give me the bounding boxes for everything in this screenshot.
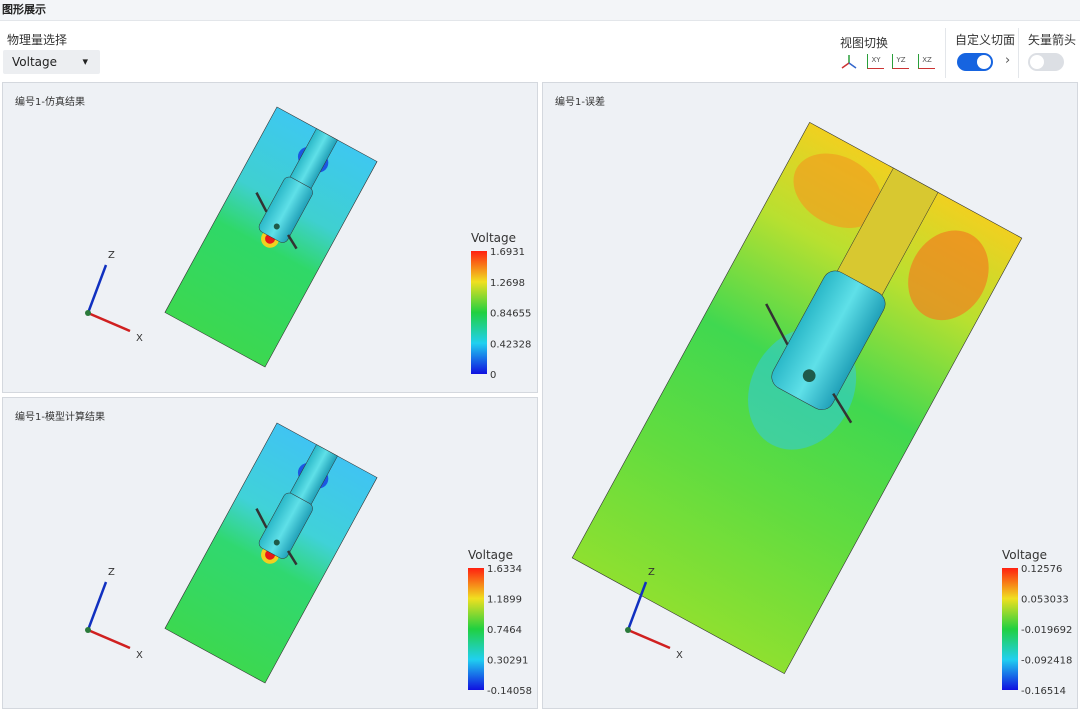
view-xy-button[interactable]: XY bbox=[867, 54, 884, 69]
x-axis bbox=[627, 628, 671, 650]
quantity-label: 物理量选择 bbox=[7, 33, 68, 47]
hot-zone bbox=[908, 230, 989, 321]
legend-tick-label: -0.16514 bbox=[1021, 686, 1066, 697]
pin bbox=[832, 392, 853, 424]
origin bbox=[85, 627, 91, 633]
scene bbox=[164, 106, 378, 368]
custom-section-label: 自定义切面 bbox=[955, 33, 1016, 47]
separator bbox=[945, 28, 946, 78]
legend-tick-label: -0.14058 bbox=[487, 686, 532, 697]
legend-tick-label: 1.1899 bbox=[487, 595, 522, 606]
origin bbox=[625, 627, 631, 633]
z-axis bbox=[86, 264, 108, 314]
axis-label-x: X bbox=[136, 333, 143, 344]
render: Z X Voltage 1.6334 1.1899 0.7464 0.30291 -0.140… bbox=[85, 422, 532, 697]
axis-label-z: Z bbox=[108, 250, 115, 261]
legend-tick-label: 0 bbox=[490, 370, 496, 381]
axis-label-x: X bbox=[676, 650, 683, 661]
chevron[interactable]: › bbox=[1005, 53, 1011, 68]
hot-zone bbox=[793, 153, 882, 228]
view-switch-label: 视图切换 bbox=[840, 36, 889, 50]
cylinder bbox=[771, 270, 886, 410]
axis-label-x: X bbox=[136, 650, 143, 661]
legend-tick-label: 0.053033 bbox=[1021, 595, 1069, 606]
legend-tick-label: 0.30291 bbox=[487, 656, 528, 667]
cylinder bbox=[258, 492, 313, 559]
x-axis bbox=[87, 311, 131, 333]
view-panel: 编号1-仿真结果 Z X Voltage 1.6931 1.2698 0.84655 0.42… bbox=[2, 82, 538, 393]
view-panel: 编号1-模型计算结果 Z X Voltage 1.6334 1.1899 0.7464 0.3… bbox=[2, 397, 538, 709]
scene bbox=[164, 422, 378, 684]
legend-tick-label: 0.7464 bbox=[487, 625, 522, 636]
scene bbox=[571, 121, 1023, 675]
view-3d-button[interactable] bbox=[840, 53, 858, 71]
legend-title: Voltage bbox=[468, 548, 513, 562]
hole bbox=[273, 223, 280, 230]
legend-tick-label: 1.2698 bbox=[490, 278, 525, 289]
pin bbox=[255, 508, 268, 529]
vector-arrow-label: 矢量箭头 bbox=[1028, 33, 1077, 47]
hole bbox=[802, 369, 816, 383]
pin bbox=[255, 192, 268, 213]
x-axis bbox=[87, 628, 131, 650]
axis-label-z: Z bbox=[108, 567, 115, 578]
colorbar bbox=[471, 251, 487, 374]
legend-tick-label: -0.019692 bbox=[1021, 625, 1072, 636]
pin bbox=[287, 550, 298, 566]
colorbar bbox=[1002, 568, 1018, 690]
legend-tick-label: 1.6931 bbox=[490, 247, 525, 258]
view-yz-button[interactable]: YZ bbox=[892, 54, 909, 69]
panel-title: 编号1-模型计算结果 bbox=[15, 412, 105, 423]
custom-section-toggle[interactable] bbox=[957, 53, 993, 71]
legend-tick-label: 0.84655 bbox=[490, 309, 531, 320]
view-panel: 编号1-误差 Z X Voltage 0.12576 0.053033 -0.019692 -… bbox=[542, 82, 1078, 709]
pin bbox=[287, 234, 298, 250]
legend-tick-label: 0.42328 bbox=[490, 339, 531, 350]
legend-title: Voltage bbox=[1002, 548, 1047, 562]
pin bbox=[765, 303, 789, 346]
render: Z X Voltage 1.6931 1.2698 0.84655 0.42328 0 bbox=[85, 106, 531, 381]
legend-tick-label: -0.092418 bbox=[1021, 656, 1072, 667]
legend-tick-label: 1.6334 bbox=[487, 564, 522, 575]
separator bbox=[1018, 28, 1019, 78]
axis-label-z: Z bbox=[648, 567, 655, 578]
legend-title: Voltage bbox=[471, 231, 516, 245]
colorbar bbox=[468, 568, 484, 690]
header-title: 图形展示 bbox=[0, 0, 1080, 21]
quantity-dropdown[interactable]: Voltage bbox=[3, 50, 100, 74]
z-axis bbox=[626, 581, 648, 631]
panel-title: 编号1-仿真结果 bbox=[15, 97, 85, 108]
legend-tick-label: 0.12576 bbox=[1021, 564, 1062, 575]
cylinder bbox=[258, 176, 313, 243]
render: Z X Voltage 0.12576 0.053033 -0.019692 -0.0924… bbox=[571, 121, 1072, 697]
z-axis bbox=[86, 581, 108, 631]
hole bbox=[273, 539, 280, 546]
panel-title: 编号1-误差 bbox=[555, 97, 605, 108]
vector-arrow-toggle[interactable] bbox=[1028, 53, 1064, 71]
view-xz-button[interactable]: XZ bbox=[918, 54, 935, 69]
origin bbox=[85, 310, 91, 316]
